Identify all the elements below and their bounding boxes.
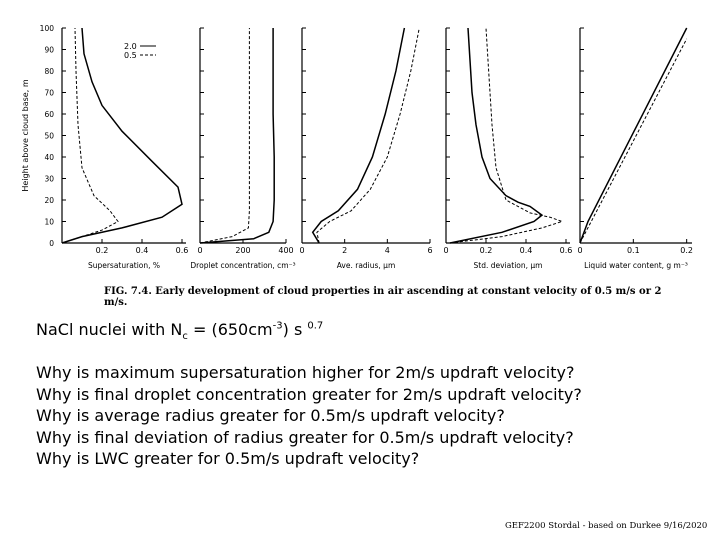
series-line-dashed <box>579 38 688 244</box>
x-axis-label: Std. deviation, μm <box>474 261 543 270</box>
x-tick-label: 6 <box>427 246 432 255</box>
x-tick-label: 4 <box>385 246 390 255</box>
cloud-properties-figure: 0.2 0.4 0.60102030405060708090100Supersatu… <box>21 24 693 270</box>
question-list: Why is maximum supersaturation higher fo… <box>36 362 582 470</box>
x-tick-label: 0.4 <box>136 246 149 255</box>
question-item: Why is average radius greater for 0.5m/s… <box>36 406 505 425</box>
x-tick-label: 0 <box>443 246 448 255</box>
series-line-dashed <box>61 27 119 244</box>
y-tick-label: 20 <box>44 196 54 205</box>
series-line-dashed <box>449 27 564 244</box>
y-tick-label: 70 <box>44 89 54 98</box>
figure-caption: FIG. 7.4. Early development of cloud pro… <box>104 286 662 308</box>
nuclei-power: 0.7 <box>307 320 324 332</box>
footer-credit: GEF2200 Stordal - based on Durkee 9/16/2… <box>505 521 708 531</box>
x-tick-label: 2 <box>342 246 347 255</box>
series-line-solid <box>61 27 183 244</box>
y-tick-label: 100 <box>40 24 55 33</box>
nuclei-after: ) s <box>282 320 308 339</box>
x-tick-label: 0.4 <box>520 246 533 255</box>
x-tick-label: 0.2 <box>480 246 493 255</box>
y-tick-label: 30 <box>44 175 54 184</box>
x-axis-label: Ave. radius, μm <box>337 261 396 270</box>
nuclei-middle: = (650cm <box>187 320 273 339</box>
nuclei-subscript: c <box>182 331 188 343</box>
x-axis-label: Droplet concentration, cm⁻³ <box>190 261 295 270</box>
question-item: Why is LWC greater for 0.5m/s updraft ve… <box>36 449 420 468</box>
x-tick-label: 200 <box>235 246 250 255</box>
nuclei-exponent: -3 <box>272 320 283 332</box>
y-tick-label: 90 <box>44 46 54 55</box>
x-axis-label: Supersaturation, % <box>88 261 160 270</box>
y-tick-label: 80 <box>44 67 54 76</box>
nuclei-prefix: NaCl nuclei with N <box>36 320 183 339</box>
legend-label: 0.5 <box>124 51 137 60</box>
x-tick-label: 0 <box>299 246 304 255</box>
question-item: Why is final deviation of radius greater… <box>36 427 574 447</box>
question-item: Why is maximum supersaturation higher fo… <box>36 363 575 382</box>
x-tick-label: 400 <box>278 246 293 255</box>
nuclei-formula: NaCl nuclei with Nc = (650cm-3) s 0.7 <box>36 320 323 342</box>
x-tick-label: 0.6 <box>560 246 573 255</box>
y-axis-label: Height above cloud base, m <box>21 79 30 191</box>
x-tick-label: 0 <box>577 246 582 255</box>
x-axis-label: Liquid water content, g m⁻³ <box>584 261 688 270</box>
series-line-solid <box>311 27 406 244</box>
y-tick-label: 50 <box>44 132 54 141</box>
series-line-dashed <box>316 27 420 244</box>
y-tick-label: 10 <box>44 218 54 227</box>
x-tick-label: 0.2 <box>680 246 693 255</box>
series-line-dashed <box>199 28 250 244</box>
question-item: Why is final droplet concentration great… <box>36 384 582 404</box>
series-line-solid <box>449 27 544 244</box>
x-tick-label: 0.1 <box>627 246 640 255</box>
legend-label: 2.0 <box>124 42 137 51</box>
y-tick-label: 40 <box>44 153 54 162</box>
x-tick-label: 0.2 <box>96 246 109 255</box>
y-tick-label: 0 <box>49 239 54 248</box>
series-line-solid <box>199 28 275 244</box>
series-line-solid <box>579 27 688 244</box>
y-tick-label: 60 <box>44 110 54 119</box>
x-tick-label: 0.6 <box>176 246 189 255</box>
x-tick-label: 0 <box>197 246 202 255</box>
